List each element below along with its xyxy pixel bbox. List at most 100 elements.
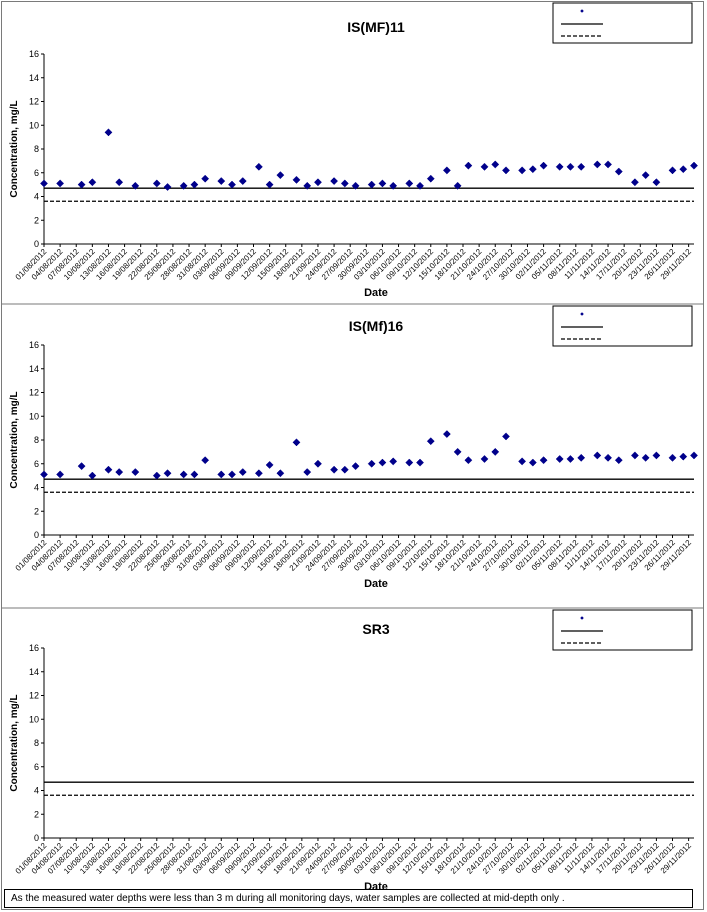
y-tick-label: 16 [29,49,39,59]
data-point [426,174,435,183]
y-tick-label: 8 [34,144,39,154]
y-tick-label: 10 [29,714,39,724]
data-point [228,180,236,189]
data-point [163,469,172,478]
data-point [528,458,537,467]
data-point [518,457,527,466]
data-point [555,455,564,463]
data-point [40,179,48,188]
y-tick-label: 6 [34,168,39,178]
y-tick-label: 16 [29,340,39,350]
data-point [389,181,398,190]
y-tick-label: 0 [34,239,39,249]
y-axis-label: Concentration, mg/L [9,694,20,791]
data-point [238,468,247,477]
x-axis-label: Date [364,578,388,590]
data-point [228,470,236,479]
data-point [303,468,312,477]
data-point [630,178,639,187]
legend-marker-points [580,312,584,316]
data-point [367,180,376,189]
data-point [340,465,349,474]
data-point [238,177,247,186]
data-point [254,469,263,478]
data-point [442,166,451,175]
data-point [405,458,414,467]
data-point [254,162,263,171]
data-point [614,456,623,465]
y-tick-label: 12 [29,97,39,107]
data-point [679,452,688,461]
legend-box [552,305,693,347]
data-point [201,456,210,465]
y-tick-label: 10 [29,120,39,130]
data-point [351,181,360,190]
legend-box [552,2,693,44]
y-tick-label: 6 [34,762,39,772]
data-point [131,181,140,190]
data-point [179,181,188,190]
data-point [77,462,86,471]
y-tick-label: 4 [34,786,39,796]
data-point [679,165,688,174]
data-point [367,459,376,468]
data-point [690,161,698,170]
legend-box [552,609,693,651]
data-point [518,166,527,175]
data-point [179,470,188,479]
data-point [652,178,661,187]
data-point [593,160,602,169]
data-point [652,451,661,460]
data-point [426,437,435,446]
y-tick-label: 14 [29,364,39,374]
footnote: As the measured water depths were less t… [4,889,693,908]
data-point [593,451,602,460]
data-point [491,160,500,169]
data-point [604,160,613,169]
y-tick-label: 2 [34,215,39,225]
data-point [453,181,462,190]
chart-title: SR3 [362,621,389,637]
data-point [276,469,285,478]
data-point [453,447,462,456]
y-tick-label: 12 [29,388,39,398]
y-tick-label: 10 [29,411,39,421]
data-point [555,162,564,171]
data-point [442,430,451,439]
data-point [539,456,548,465]
data-point [265,180,274,189]
data-point [577,162,586,171]
x-axis-label: Date [364,881,388,893]
data-point [340,179,349,188]
data-point [690,451,698,460]
y-tick-label: 12 [29,691,39,701]
y-tick-label: 16 [29,643,39,653]
data-point [104,128,113,137]
y-tick-label: 14 [29,73,39,83]
y-tick-label: 8 [34,738,39,748]
data-point [190,470,199,479]
data-point [577,453,586,462]
data-point [163,183,172,191]
data-point [330,465,339,474]
data-point [416,458,424,467]
data-point [351,462,360,471]
data-point [292,175,301,184]
data-point [604,453,613,462]
y-tick-label: 0 [34,833,39,843]
data-point [614,167,623,176]
data-point [40,470,48,479]
data-point [217,470,226,479]
y-axis-label: Concentration, mg/L [9,100,20,197]
data-point [56,470,65,479]
data-point [668,453,677,462]
legend-marker-points [580,616,584,620]
data-point [539,161,548,170]
data-point [115,178,124,187]
y-tick-label: 8 [34,435,39,445]
chart-title: IS(MF)11 [347,19,405,35]
data-point [115,468,124,477]
data-point [641,453,650,462]
data-point [330,177,339,186]
